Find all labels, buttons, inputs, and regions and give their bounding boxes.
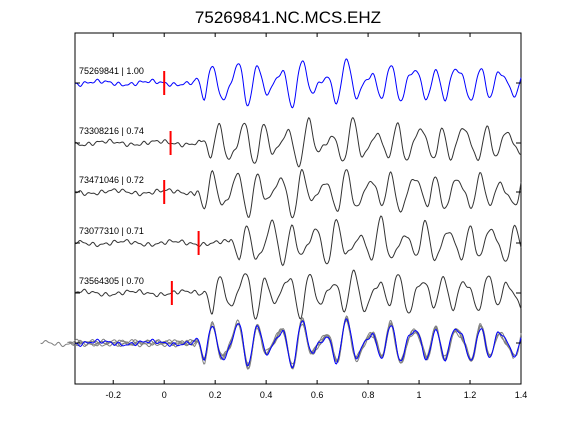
x-tick-label: 0.6 (311, 390, 324, 400)
chart-title: 75269841.NC.MCS.EHZ (195, 8, 381, 27)
x-tick-label: 0 (162, 390, 167, 400)
trace-label: 73471046 | 0.72 (79, 175, 144, 185)
x-tick-label: 1.4 (515, 390, 528, 400)
waveform-trace (74, 168, 522, 219)
waveform-trace (74, 269, 522, 320)
trace-group: 75269841 | 1.00 73308216 | 0.74 73471046 |… (74, 58, 522, 320)
x-axis: -0.2 0 0.2 0.4 0.6 0.8 1 1.2 1.4 (105, 33, 527, 400)
trace-label: 73077310 | 0.71 (79, 226, 144, 236)
stacked-traces (40, 315, 522, 370)
stacked-trace (74, 318, 522, 369)
waveform-trace (74, 58, 522, 109)
x-tick-label: -0.2 (105, 390, 121, 400)
x-tick-label: 1.2 (464, 390, 477, 400)
stacked-trace (40, 315, 488, 367)
x-tick-label: 0.2 (209, 390, 222, 400)
x-tick-label: 1 (417, 390, 422, 400)
waveform-trace (74, 215, 522, 267)
waveform-trace (74, 117, 522, 168)
x-tick-label: 0.4 (260, 390, 273, 400)
trace-label: 73308216 | 0.74 (79, 126, 144, 136)
x-tick-label: 0.8 (362, 390, 375, 400)
trace-label: 75269841 | 1.00 (79, 66, 144, 76)
plot-frame (74, 32, 522, 385)
trace-label: 73564305 | 0.70 (79, 276, 144, 286)
